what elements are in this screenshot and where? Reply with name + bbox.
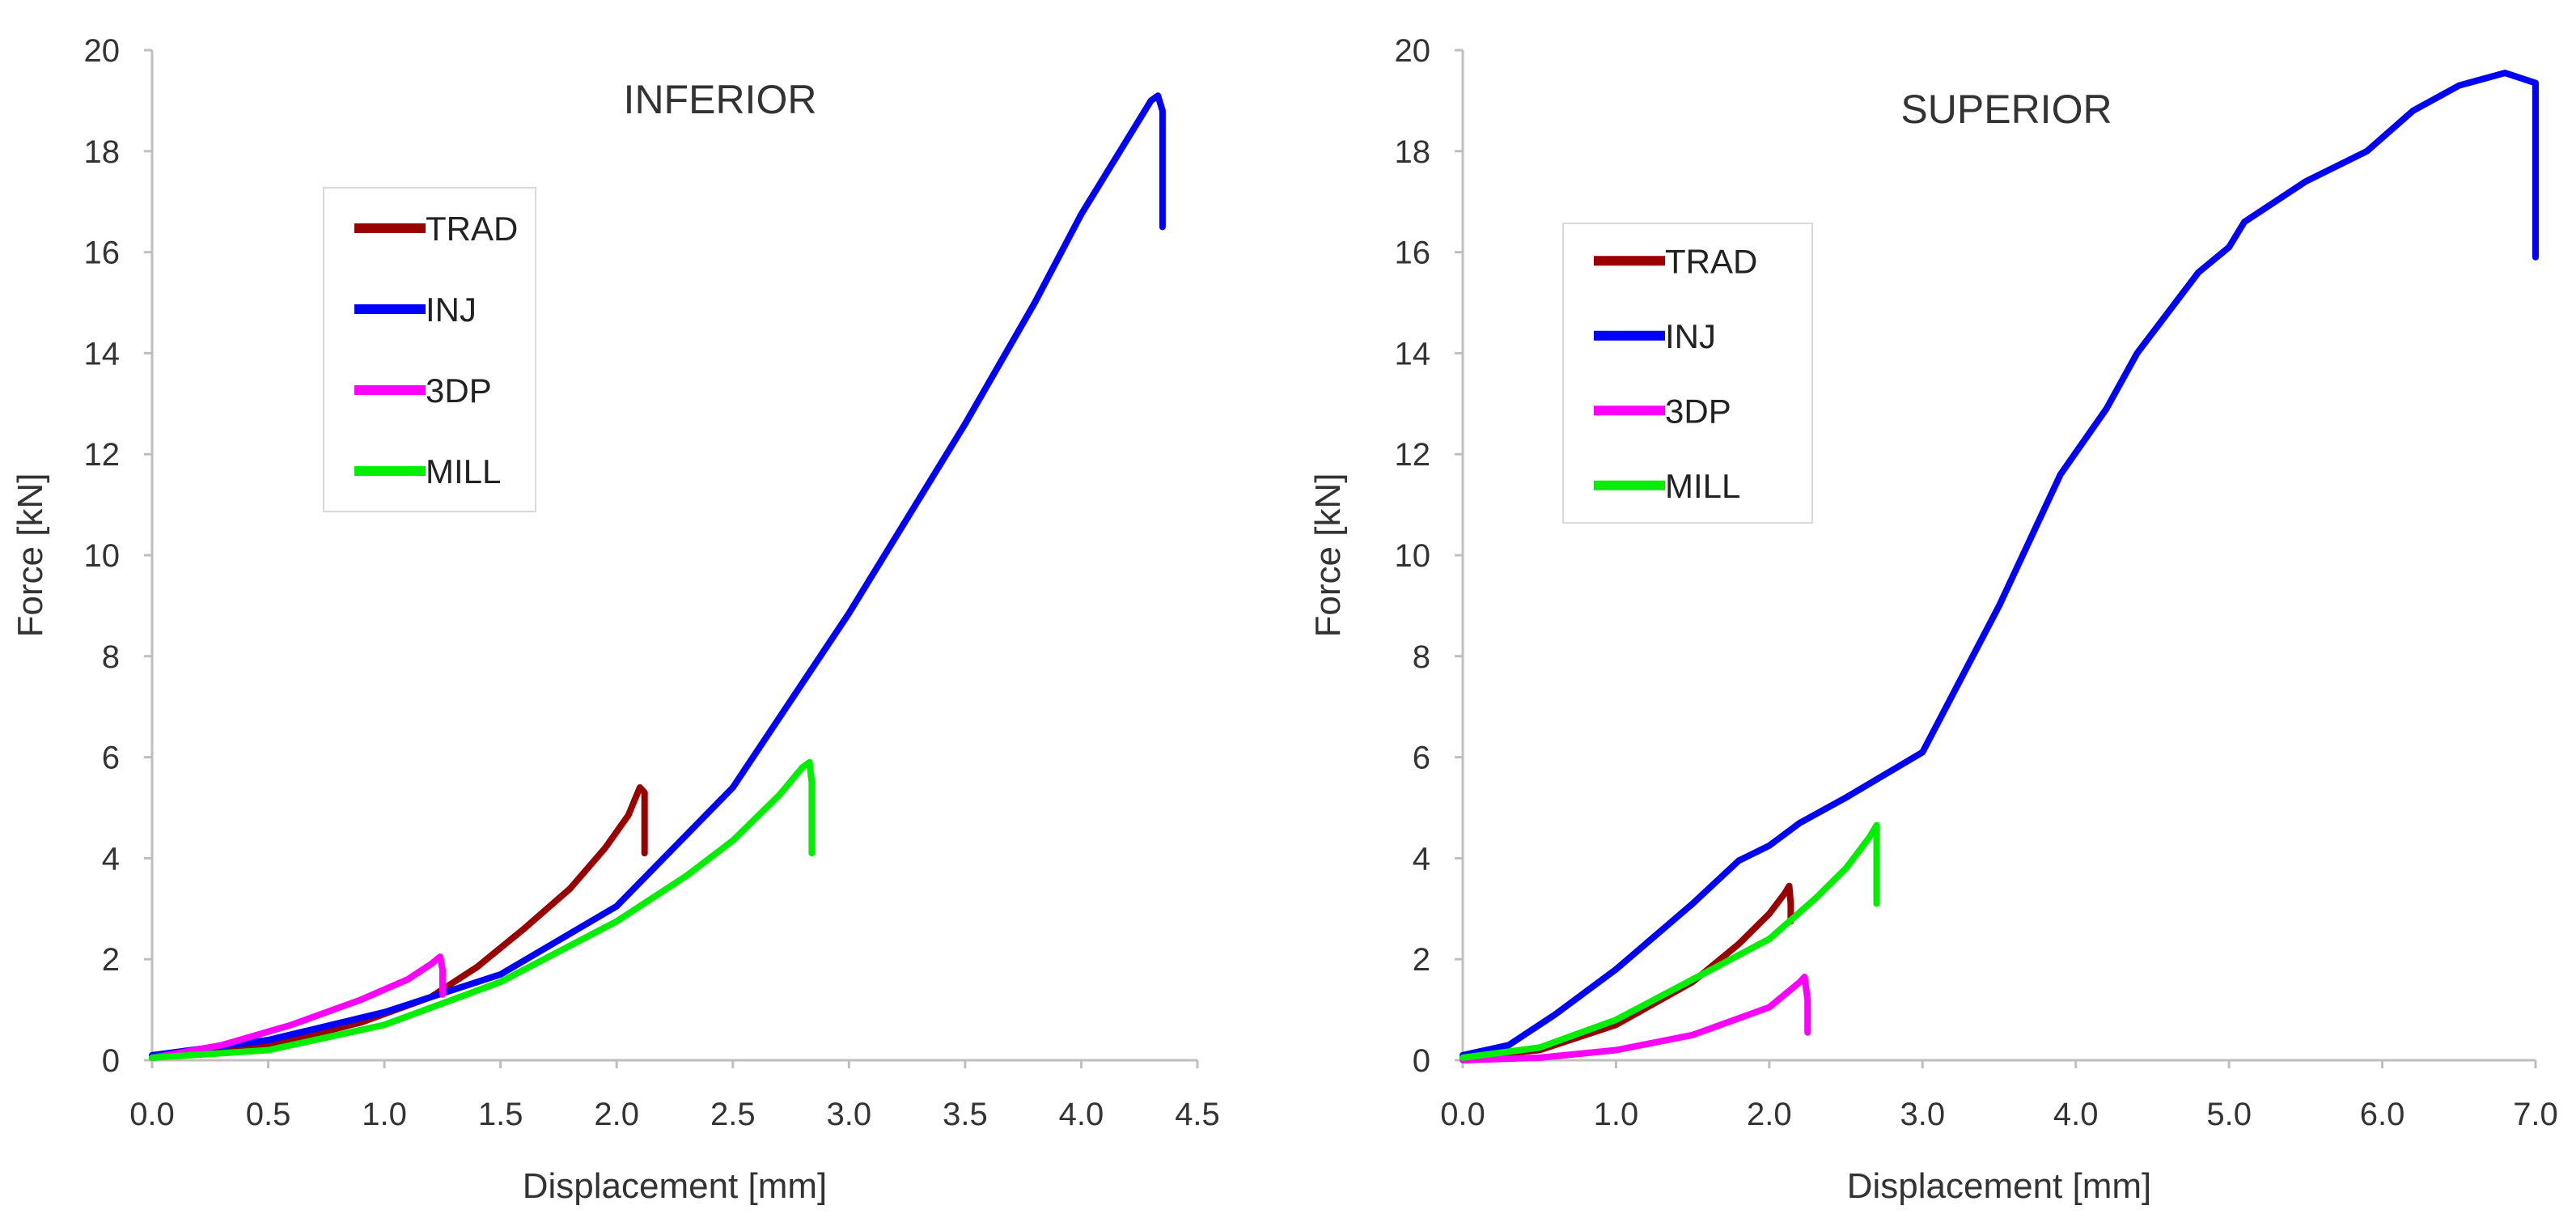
chart-1-series-inj — [1460, 70, 2539, 1059]
chart-0-x-tick-label: 1.0 — [362, 1097, 407, 1132]
chart-0-y-tick-label: 8 — [102, 639, 120, 675]
chart-0-title: INFERIOR — [624, 77, 817, 122]
chart-0-x-tick-label: 2.0 — [594, 1097, 639, 1132]
chart-0-series-3dp — [149, 953, 446, 1061]
chart-0-legend-label-inj: INJ — [426, 291, 477, 329]
chart-1-x-tick-label: 4.0 — [2053, 1097, 2099, 1132]
chart-1-series-mill — [1460, 821, 1880, 1061]
chart-1: 0 2 4 6 8 10 12 14 16 18 20 0.0 1.0 2.0 3.0 4.0 5.0 6.0 7.… — [1308, 33, 2558, 1206]
chart-1-x-tick-label: 7.0 — [2513, 1097, 2558, 1132]
chart-0-legend: TRAD INJ 3DP MILL — [323, 187, 536, 512]
chart-1-y-tick-label: 20 — [1395, 33, 1431, 69]
chart-1-legend: TRAD INJ 3DP MILL — [1562, 223, 1813, 524]
chart-0-y-tick-label: 4 — [102, 841, 120, 877]
chart-0-x-axis-title: Displacement [mm] — [523, 1166, 828, 1206]
chart-0-x-tick-label: 1.5 — [478, 1097, 523, 1132]
chart-0-legend-label-trad: TRAD — [426, 210, 518, 248]
chart-0-y-tick-label: 20 — [84, 33, 121, 69]
chart-0-series-mill — [149, 758, 816, 1061]
chart-1-y-tick-label: 8 — [1413, 639, 1430, 675]
chart-1-y-axis-title: Force [kN] — [1308, 473, 1348, 638]
chart-1-x-tick-label: 0.0 — [1440, 1097, 1485, 1132]
chart-0-series-inj — [149, 92, 1166, 1059]
chart-0-series-trad — [149, 784, 648, 1061]
chart-0-y-tick-label: 6 — [102, 741, 120, 776]
chart-1-y-tick-label: 18 — [1395, 134, 1431, 170]
chart-1-y-tick-label: 10 — [1395, 538, 1431, 574]
chart-0-legend-label-mill: MILL — [426, 452, 501, 490]
chart-1-y-tick-label: 2 — [1413, 942, 1430, 978]
chart-1-x-tick-label: 5.0 — [2206, 1097, 2252, 1132]
chart-1-series-3dp — [1460, 974, 1811, 1063]
chart-1-x-tick-label: 6.0 — [2360, 1097, 2405, 1132]
chart-1-legend-label-mill: MILL — [1665, 467, 1740, 505]
chart-0-x-tick-label: 0.5 — [246, 1097, 291, 1132]
chart-0-x-tick-label: 2.5 — [710, 1097, 756, 1132]
chart-0-y-tick-label: 12 — [84, 437, 121, 473]
chart-1-x-tick-label: 3.0 — [1900, 1097, 1945, 1132]
chart-1-y-tick-label: 12 — [1395, 437, 1431, 473]
chart-1-legend-label-3dp: 3DP — [1665, 392, 1731, 430]
chart-0-y-tick-label: 0 — [102, 1043, 120, 1079]
chart-0: 0 2 4 6 8 10 12 14 16 18 20 0.0 0.5 1.0 1.5 2.0 2.5 3.0 3.… — [11, 33, 1220, 1206]
chart-0-x-tick-label: 3.5 — [943, 1097, 988, 1132]
chart-1-y-tick-label: 4 — [1413, 841, 1430, 877]
chart-0-y-axis-title: Force [kN] — [11, 473, 50, 638]
chart-1-title: SUPERIOR — [1900, 87, 2112, 132]
chart-0-y-tick-label: 14 — [84, 336, 121, 371]
chart-1-y-tick-label: 6 — [1413, 741, 1430, 776]
chart-1-y-tick-label: 16 — [1395, 236, 1431, 271]
chart-0-y-tick-label: 18 — [84, 134, 121, 170]
chart-0-legend-label-3dp: 3DP — [426, 371, 492, 410]
chart-1-x-axis-title: Displacement [mm] — [1847, 1166, 2152, 1206]
chart-0-x-tick-label: 4.5 — [1175, 1097, 1220, 1132]
chart-1-legend-label-trad: TRAD — [1665, 242, 1757, 280]
chart-1-x-tick-label: 2.0 — [1747, 1097, 1792, 1132]
chart-1-x-tick-label: 1.0 — [1594, 1097, 1639, 1132]
chart-0-y-tick-label: 2 — [102, 942, 120, 978]
chart-0-legend-box — [323, 187, 536, 512]
chart-1-series-trad — [1460, 882, 1794, 1061]
chart-1-y-tick-label: 0 — [1413, 1043, 1430, 1079]
chart-0-y-tick-label: 16 — [84, 236, 121, 271]
chart-0-x-tick-label: 4.0 — [1059, 1097, 1104, 1132]
chart-0-x-tick-label: 3.0 — [827, 1097, 872, 1132]
chart-0-y-tick-label: 10 — [84, 538, 121, 574]
chart-1-legend-label-inj: INJ — [1665, 317, 1716, 355]
chart-0-x-tick-label: 0.0 — [129, 1097, 175, 1132]
chart-1-legend-box — [1562, 223, 1813, 524]
chart-1-y-tick-label: 14 — [1395, 336, 1431, 371]
